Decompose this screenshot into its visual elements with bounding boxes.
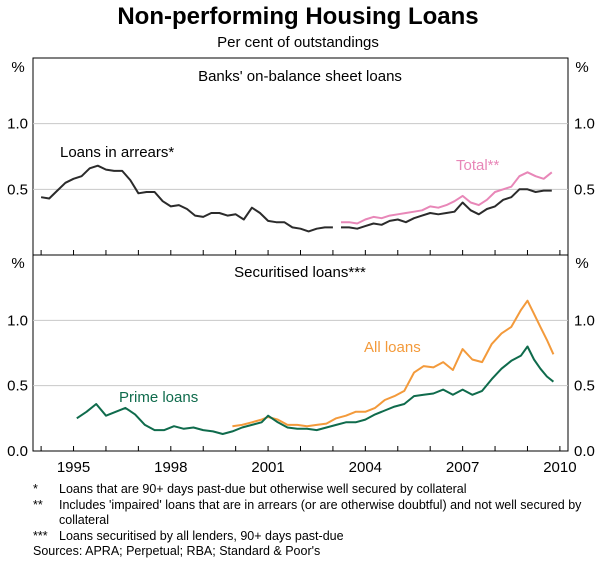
series-line-total — [341, 171, 553, 225]
y-tick-label-left: 0.5 — [7, 378, 28, 395]
top-left-percent-label: % — [11, 59, 24, 76]
y-tick-label-left: 1.0 — [7, 116, 28, 133]
series-layer — [40, 164, 555, 435]
top-right-percent-label: % — [575, 59, 588, 76]
x-tick-label: 1995 — [57, 459, 90, 476]
top-panel-title: Banks' on-balance sheet loans — [198, 68, 402, 85]
chart-subtitle: Per cent of outstandings — [217, 34, 379, 51]
footnote-mark: * — [33, 482, 38, 496]
y-tick-label-left: 1.0 — [7, 312, 28, 329]
footnote-text: Loans that are 90+ days past-due but oth… — [59, 482, 467, 496]
series-line-loans-in-arrears — [40, 164, 333, 233]
all-loans-label: All loans — [364, 339, 421, 356]
x-tick-label: 2004 — [349, 459, 382, 476]
x-tick-label: 2010 — [543, 459, 576, 476]
y-tick-label-right: 1.0 — [574, 116, 595, 133]
footnote-mark: ** — [33, 497, 43, 512]
footnote-mark: *** — [33, 528, 48, 543]
bottom-right-percent-label: % — [575, 255, 588, 272]
footnote-1: * Loans that are 90+ days past-due but o… — [33, 482, 593, 498]
prime-loans-label: Prime loans — [119, 389, 198, 406]
series-line-prime-loans — [76, 345, 555, 435]
y-tick-label-right: 1.0 — [574, 312, 595, 329]
loans-in-arrears-label: Loans in arrears* — [60, 144, 174, 161]
footnote-3: *** Loans securitised by all lenders, 90… — [33, 529, 593, 545]
footnotes: * Loans that are 90+ days past-due but o… — [33, 482, 593, 560]
footnote-text: Includes 'impaired' loans that are in ar… — [59, 497, 582, 528]
y-tick-label-right: 0.5 — [574, 378, 595, 395]
bottom-left-percent-label: % — [11, 255, 24, 272]
sources: Sources: APRA; Perpetual; RBA; Standard … — [33, 544, 593, 560]
sources-text: Sources: APRA; Perpetual; RBA; Standard … — [33, 544, 321, 558]
footnote-2: ** Includes 'impaired' loans that are in… — [33, 498, 593, 529]
y-tick-label-right: 0.0 — [574, 443, 595, 460]
total-label: Total** — [456, 157, 500, 174]
bottom-panel-title: Securitised loans*** — [234, 264, 366, 281]
x-tick-label: 2001 — [251, 459, 284, 476]
y-tick-label-left: 0.5 — [7, 181, 28, 198]
x-tick-label: 2007 — [446, 459, 479, 476]
y-tick-label-left: 0.0 — [7, 443, 28, 460]
series-line-arrears-continued — [341, 188, 552, 230]
x-tick-label: 1998 — [154, 459, 187, 476]
y-tick-label-right: 0.5 — [574, 181, 595, 198]
ticks-layer: 1995 1998 2001 2004 2007 2010 0.5 0.5 1.0 1.0 0.0 0… — [7, 116, 595, 476]
footnote-text: Loans securitised by all lenders, 90+ da… — [59, 528, 344, 543]
series-line-all-loans — [232, 299, 555, 428]
chart-title: Non-performing Housing Loans — [117, 3, 478, 30]
